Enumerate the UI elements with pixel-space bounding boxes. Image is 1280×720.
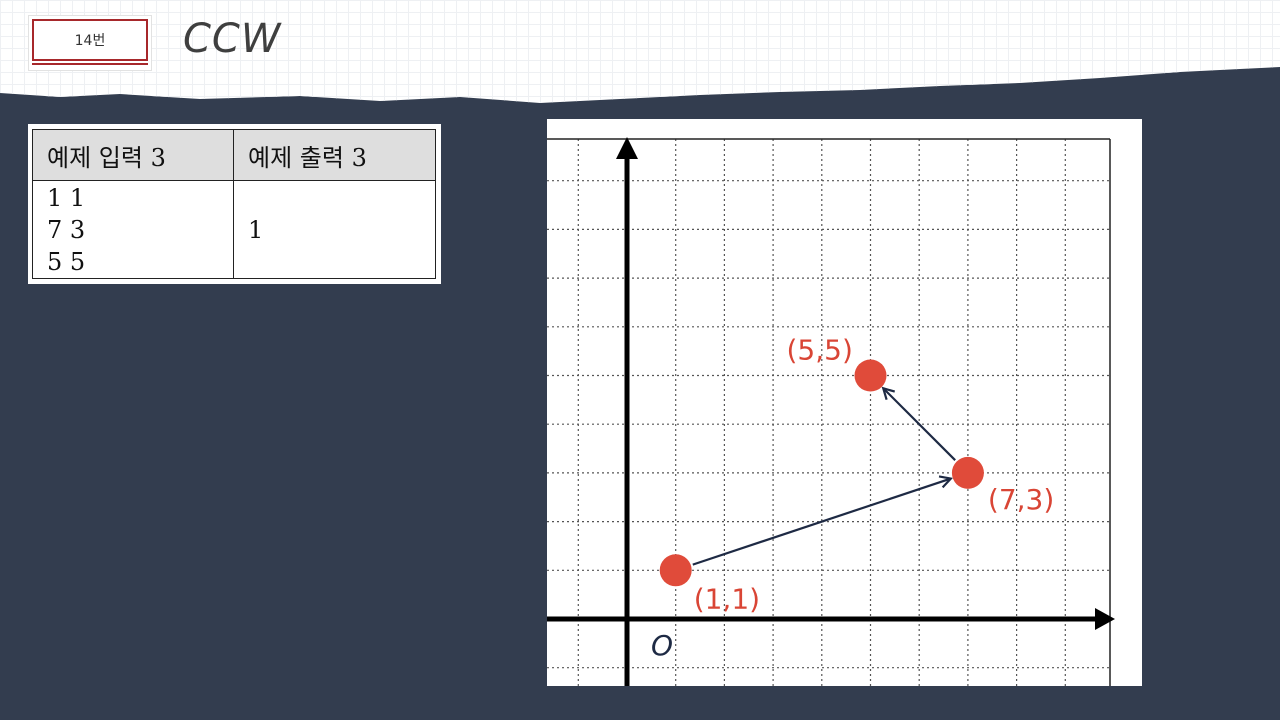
point-dot [854, 359, 887, 392]
input-line: 7 3 [47, 215, 86, 244]
header-background [0, 0, 1280, 103]
points: (1,1) (7,3) (5,5) [659, 334, 1054, 615]
point-label: (1,1) [694, 582, 760, 615]
vector-p2-p3-head [881, 386, 896, 401]
output-cell: 1 [233, 180, 436, 279]
vector-p2-p3 [882, 387, 956, 461]
x-axis-arrowhead [1095, 608, 1115, 630]
ccw-diagram-svg: (1,1) (7,3) (5,5) O [547, 137, 1115, 686]
slide-number-badge: 14번 [32, 19, 148, 61]
example-table: 예제 입력 3 예제 출력 3 1 1 7 3 5 5 1 [32, 129, 436, 279]
badge-underline [32, 63, 148, 65]
axes [547, 137, 1115, 686]
grid [547, 138, 1112, 686]
input-cell: 1 1 7 3 5 5 [32, 180, 234, 279]
point-dot [951, 456, 984, 489]
vector-p1-p2 [692, 477, 952, 566]
point-dot [659, 554, 692, 587]
slide-title: CCW [183, 16, 282, 62]
point-label: (5,5) [787, 334, 853, 367]
origin-label: O [651, 629, 673, 662]
ccw-diagram: (1,1) (7,3) (5,5) O [547, 119, 1142, 686]
example-table-panel: 예제 입력 3 예제 출력 3 1 1 7 3 5 5 1 [28, 124, 441, 284]
vectors [692, 386, 956, 566]
input-line: 1 1 [47, 183, 86, 212]
output-header: 예제 출력 3 [233, 129, 436, 181]
input-header: 예제 입력 3 [32, 129, 234, 181]
input-line: 5 5 [47, 247, 86, 276]
point-label: (7,3) [988, 483, 1054, 516]
vector-p1-p2-head [938, 475, 954, 489]
y-axis-arrowhead [616, 137, 638, 159]
